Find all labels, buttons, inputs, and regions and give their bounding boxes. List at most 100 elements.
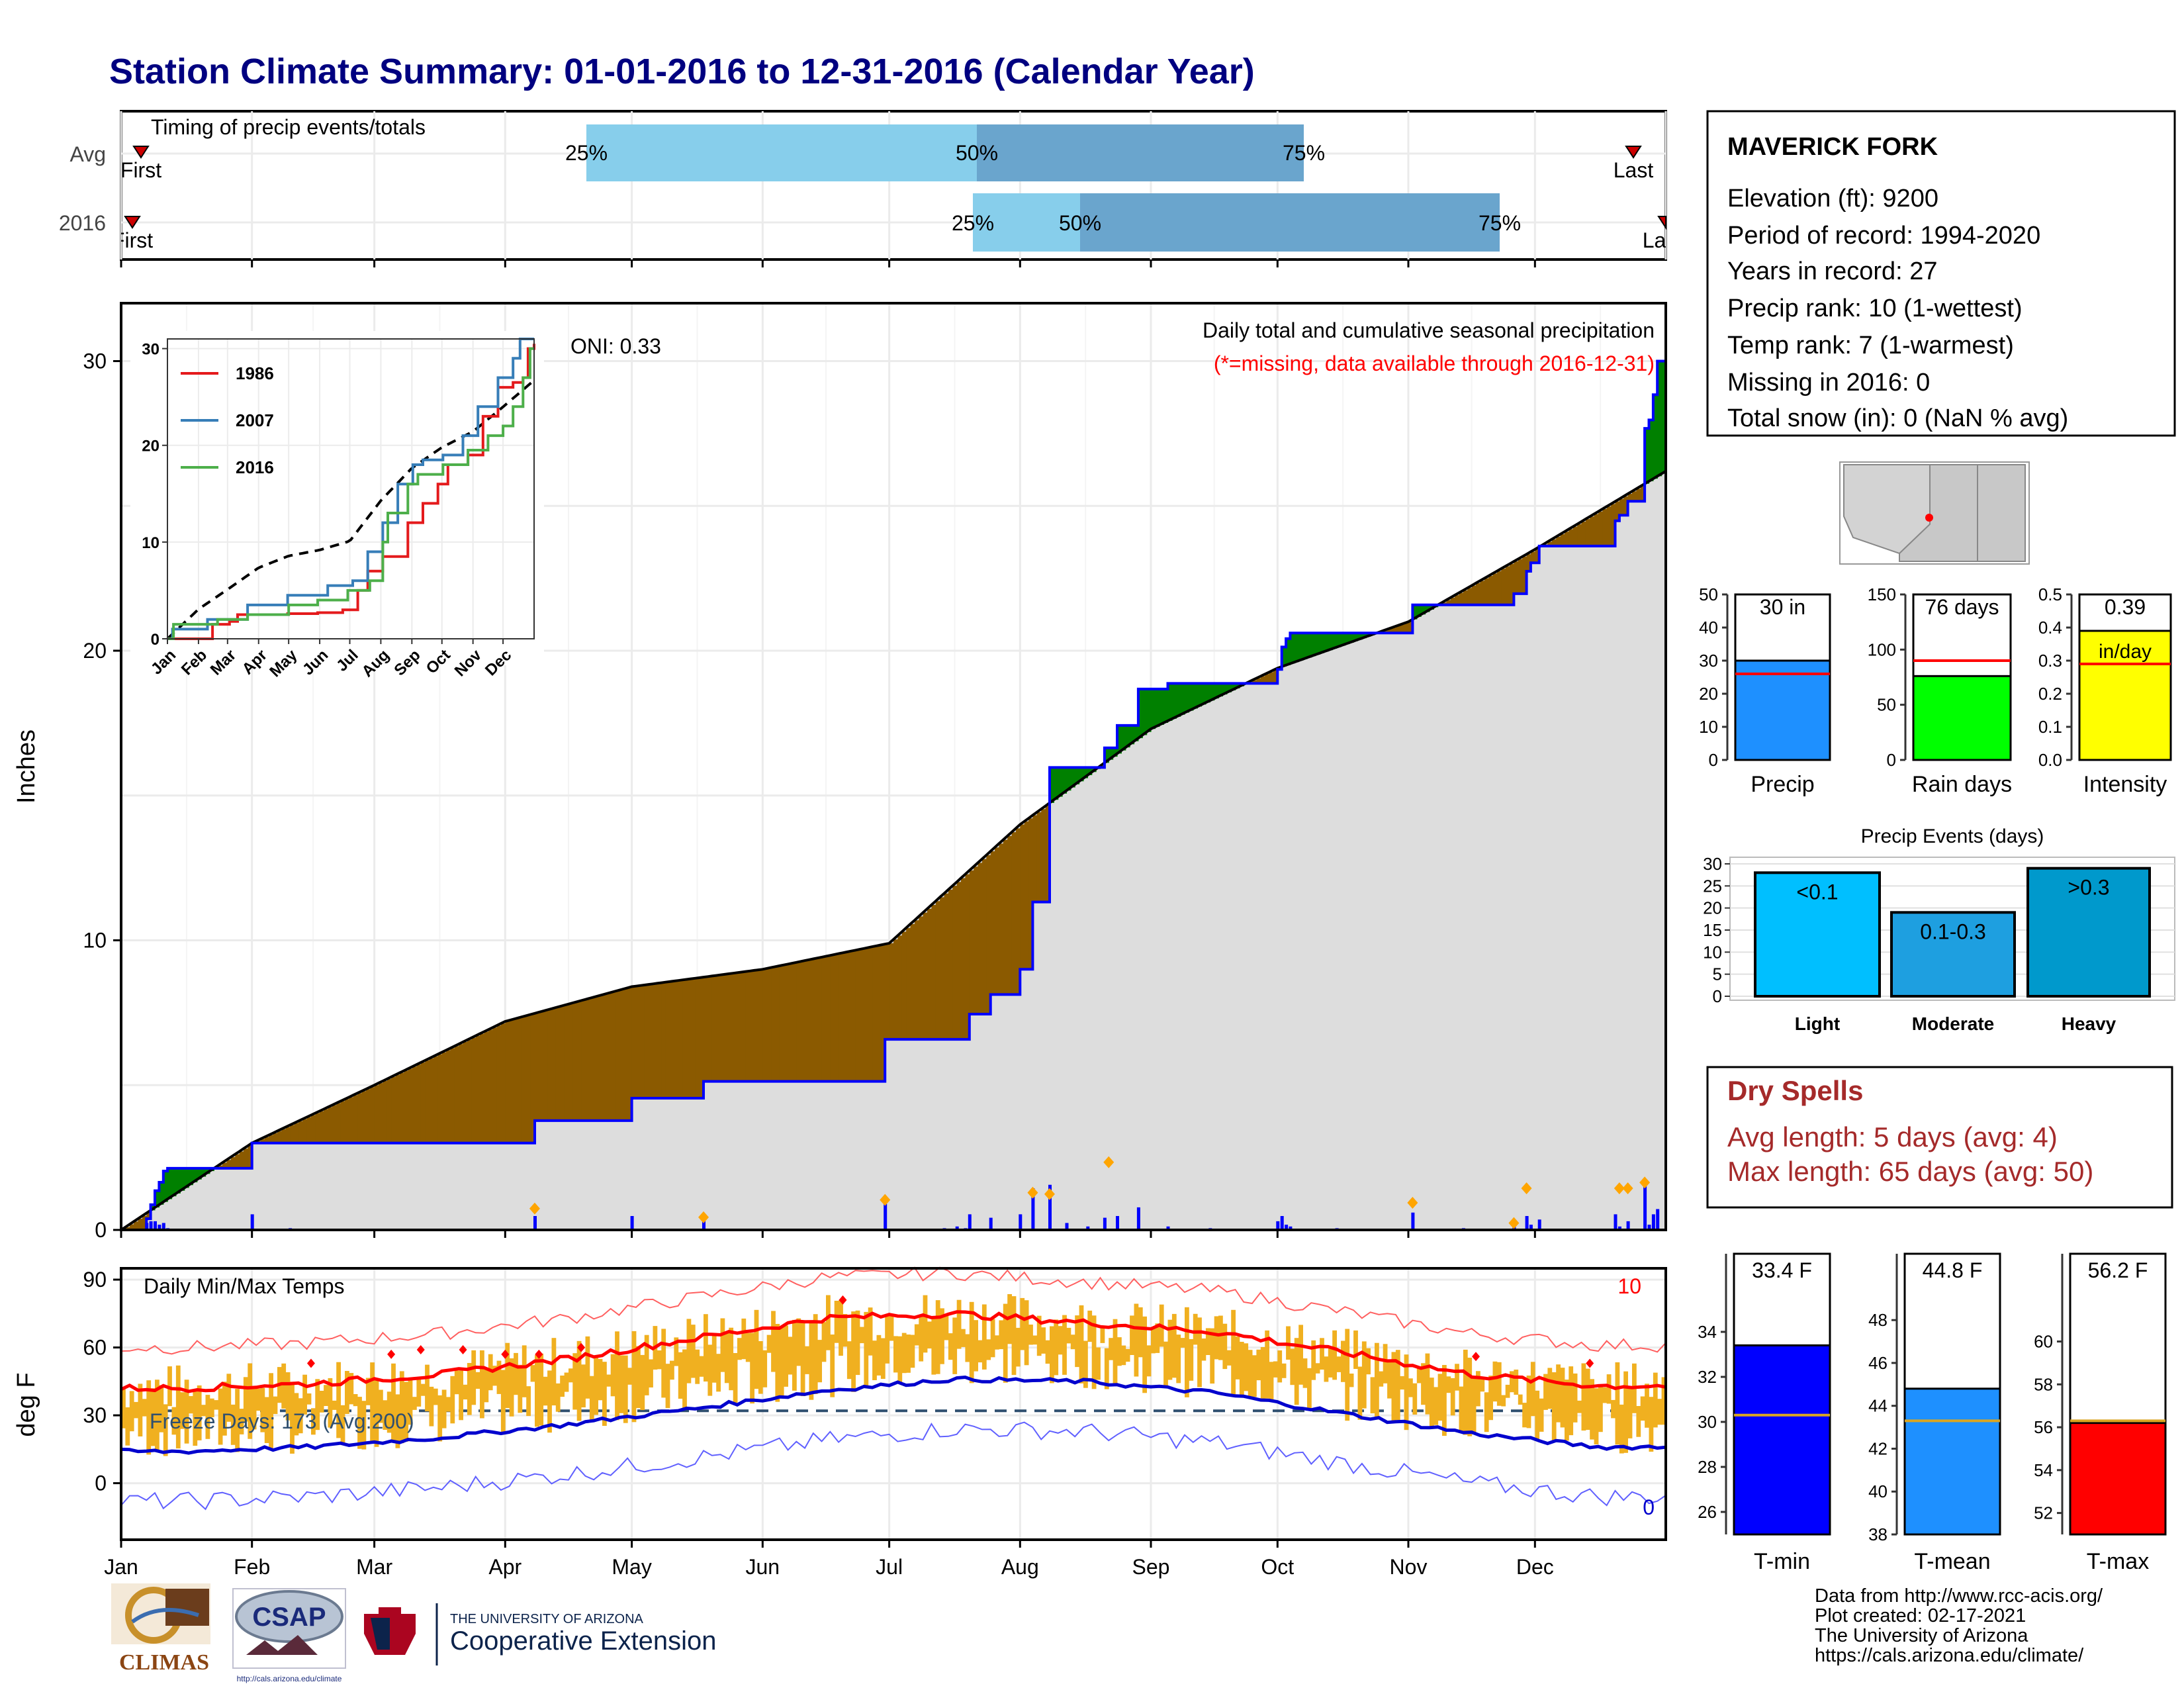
daily-temp-bar — [1142, 1316, 1147, 1393]
below-normal-area — [357, 1093, 363, 1143]
below-normal-area — [1446, 600, 1451, 605]
daily-temp-bar — [944, 1315, 949, 1340]
daily-temp-bar — [306, 1393, 312, 1405]
below-normal-area — [408, 1068, 413, 1143]
above-normal-area — [1142, 688, 1148, 735]
events-ytick-label: 5 — [1713, 964, 1722, 984]
below-normal-area — [463, 1042, 468, 1143]
above-normal-area — [1121, 725, 1126, 751]
daily-precip-marker — [698, 1211, 709, 1223]
daily-temp-bar — [387, 1391, 392, 1433]
mini-value-label: 30 in — [1760, 595, 1805, 619]
below-normal-area — [248, 1146, 253, 1168]
above-normal-area — [1083, 767, 1088, 778]
below-normal-area — [1611, 504, 1616, 546]
below-normal-area — [762, 969, 768, 1082]
mini-tick-label: 20 — [1699, 684, 1718, 704]
daily-temp-bar — [454, 1370, 459, 1395]
dry-spells-avg: Avg length: 5 days (avg: 4) — [1727, 1121, 2058, 1152]
mini-tick-label: 0.1 — [2038, 717, 2062, 737]
below-normal-area — [893, 939, 898, 1040]
below-normal-area — [834, 954, 839, 1082]
daily-temp-bar — [564, 1372, 569, 1392]
below-normal-area — [1615, 501, 1620, 521]
daily-precip-bar — [1651, 1214, 1655, 1230]
daily-temp-bar — [1320, 1338, 1324, 1370]
inset-series-2007 — [167, 338, 534, 640]
above-normal-area — [1113, 747, 1118, 757]
daily-temp-bar — [1433, 1387, 1439, 1425]
station-line-5: Temp rank: 7 (1-warmest) — [1727, 332, 2014, 359]
below-normal-area — [1501, 569, 1506, 605]
daily-temp-bar — [416, 1378, 422, 1407]
below-normal-area — [906, 927, 911, 1040]
below-normal-area — [454, 1046, 459, 1143]
below-normal-area — [1007, 835, 1013, 995]
daily-temp-bar — [1387, 1361, 1392, 1399]
below-normal-area — [598, 996, 603, 1121]
daily-temp-bar — [585, 1336, 590, 1399]
daily-precip-bar — [1614, 1214, 1617, 1230]
station-name: MAVERICK FORK — [1727, 133, 1938, 161]
below-normal-area — [974, 867, 979, 1014]
month-label: Apr — [488, 1555, 522, 1579]
mini-tick-label: 0 — [1709, 750, 1718, 770]
below-normal-area — [876, 945, 882, 1082]
below-normal-area — [678, 980, 683, 1098]
below-normal-area — [1594, 514, 1599, 546]
below-normal-area — [336, 1103, 341, 1143]
daily-temp-bar — [1416, 1368, 1422, 1383]
below-normal-area — [420, 1062, 426, 1143]
daily-temp-bar — [1036, 1315, 1042, 1356]
above-normal-area — [1125, 725, 1130, 748]
above-normal-area — [1151, 688, 1156, 729]
below-normal-area — [864, 948, 869, 1082]
below-normal-area — [222, 1162, 227, 1168]
below-normal-area — [754, 970, 759, 1082]
mini-value-label: 76 days — [1925, 595, 1999, 619]
daily-temp-bar — [615, 1331, 619, 1421]
daily-temp-bar — [518, 1364, 523, 1413]
below-normal-area — [1569, 529, 1574, 546]
below-normal-area — [796, 962, 801, 1082]
daily-temp-bar — [269, 1373, 273, 1449]
daily-temp-bar — [1096, 1347, 1101, 1380]
below-normal-area — [433, 1056, 438, 1143]
daily-temp-bar — [762, 1350, 768, 1387]
daily-temp-bar — [1171, 1313, 1177, 1378]
daily-temp-bar — [1121, 1345, 1126, 1366]
daily-precip-marker — [1407, 1197, 1418, 1209]
below-normal-area — [560, 1006, 565, 1121]
below-normal-area — [855, 950, 860, 1082]
above-normal-area — [1332, 633, 1338, 649]
above-normal-area — [1328, 633, 1333, 651]
below-normal-area — [142, 1215, 147, 1230]
daily-temp-bar — [256, 1388, 261, 1411]
below-normal-area — [872, 947, 878, 1082]
daily-temp-bar — [1510, 1371, 1514, 1393]
daily-temp-bar — [1294, 1338, 1299, 1405]
daily-temp-bar — [1091, 1315, 1097, 1389]
timing-row-avg: Avg — [69, 142, 106, 166]
below-normal-area — [484, 1031, 489, 1143]
daily-temp-bar — [1383, 1344, 1388, 1383]
timing-row-2016: 2016 — [59, 211, 106, 235]
tsum-tick-label: 60 — [2034, 1332, 2053, 1352]
daily-temp-bar — [1324, 1356, 1329, 1382]
daily-temp-bar — [974, 1320, 978, 1372]
avg-range-light — [586, 124, 977, 181]
above-normal-area — [1345, 633, 1350, 645]
below-normal-area — [653, 984, 658, 1098]
daily-temp-bar — [1645, 1383, 1649, 1428]
mini-value-unit: in/day — [2099, 641, 2152, 663]
month-label: Jun — [746, 1555, 780, 1579]
daily-temp-bar — [450, 1376, 455, 1424]
ua-small-text: THE UNIVERSITY OF ARIZONA — [450, 1612, 644, 1626]
daily-temp-bar — [581, 1364, 586, 1408]
daily-temp-bar — [365, 1378, 371, 1405]
daily-temp-bar — [1302, 1358, 1308, 1388]
below-normal-area — [741, 972, 747, 1082]
daily-temp-bar — [547, 1370, 552, 1433]
events-ytick-label: 15 — [1703, 920, 1722, 940]
